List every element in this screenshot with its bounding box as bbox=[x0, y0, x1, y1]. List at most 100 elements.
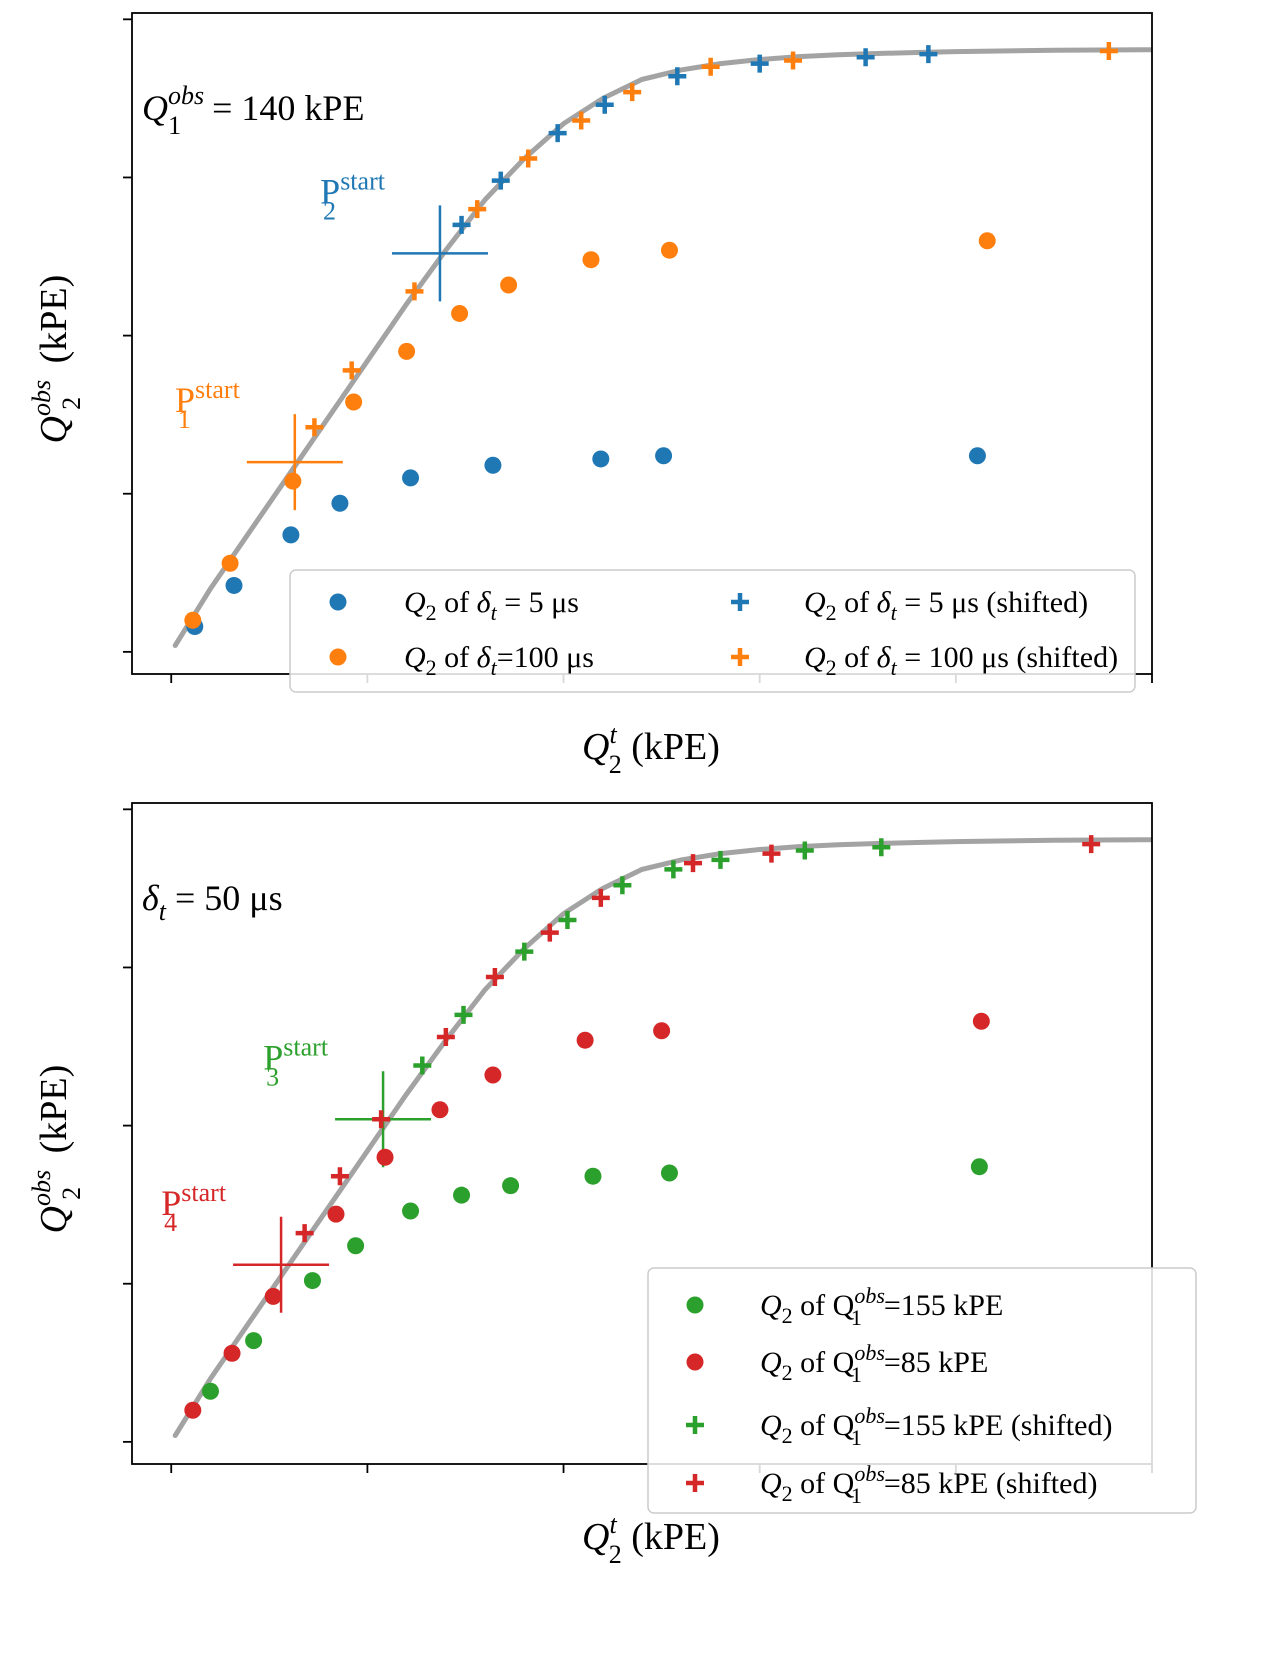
data-point bbox=[540, 923, 559, 942]
data-point bbox=[582, 251, 600, 269]
annotation-rest: = 140 kPE bbox=[203, 88, 364, 128]
start-point-label-sup: start bbox=[195, 375, 241, 404]
start-point-label: Pstart 2 bbox=[320, 166, 386, 225]
start-point-label-main: P bbox=[161, 1183, 181, 1223]
legend-label-part: obs bbox=[854, 1340, 885, 1365]
legend-label-part: 2 bbox=[826, 600, 837, 625]
legend-label: Q2 of Qobs 1 =155 kPE bbox=[760, 1283, 1003, 1330]
data-point bbox=[970, 1158, 988, 1176]
legend-label-part: Q bbox=[760, 1409, 782, 1442]
legend-label-part: obs bbox=[854, 1403, 885, 1428]
data-point bbox=[484, 1066, 502, 1084]
data-point bbox=[919, 45, 938, 64]
data-point bbox=[431, 1101, 449, 1119]
data-point bbox=[595, 95, 614, 114]
legend-label-part: Q bbox=[804, 586, 826, 619]
legend-label-part: = 100 μs (shifted) bbox=[897, 641, 1118, 674]
data-point bbox=[660, 1164, 678, 1182]
legend-label-part: 2 bbox=[782, 1360, 793, 1385]
data-point bbox=[795, 841, 814, 860]
saturation-curve bbox=[172, 47, 1152, 648]
start-point-label: Pstart 3 bbox=[263, 1032, 329, 1091]
data-point bbox=[584, 1167, 602, 1185]
data-point bbox=[972, 1012, 990, 1030]
start-point-label-sub: 3 bbox=[266, 1062, 279, 1091]
y-axis-label-sub: 2 bbox=[57, 397, 86, 410]
legend-label-part: 2 bbox=[782, 1423, 793, 1448]
data-point bbox=[452, 215, 471, 234]
legend-marker bbox=[686, 1474, 704, 1492]
legend-label-part: 2 bbox=[426, 655, 437, 680]
legend-entry: Q2 of δt=100 μs bbox=[329, 641, 594, 680]
legend-label-part: t bbox=[891, 600, 898, 625]
series-1 bbox=[201, 1158, 988, 1400]
legend-label-part: = 5 μs bbox=[497, 586, 579, 619]
data-point bbox=[345, 393, 363, 411]
legend-label-part: =85 kPE (shifted) bbox=[884, 1467, 1098, 1500]
legend-label-part: Q bbox=[804, 641, 826, 674]
data-point bbox=[402, 469, 420, 487]
y-axis-label-rest: (kPE) bbox=[33, 275, 75, 373]
legend-label-part: 2 bbox=[782, 1481, 793, 1506]
start-point: Pstart 4 bbox=[161, 1178, 330, 1313]
data-point bbox=[223, 1344, 241, 1362]
legend-entry: Q2 of Qobs 1 =85 kPE (shifted) bbox=[686, 1461, 1097, 1508]
data-point bbox=[762, 844, 781, 863]
legend-label-part: of bbox=[437, 641, 477, 674]
annotation-sub: t bbox=[159, 897, 167, 926]
data-point bbox=[184, 1401, 202, 1419]
y-axis-label-rest: (kPE) bbox=[33, 1065, 75, 1163]
legend-label: Q2 of δt = 5 μs bbox=[404, 586, 579, 625]
legend-label-part: δ bbox=[477, 586, 492, 619]
data-point bbox=[576, 1031, 594, 1049]
data-point bbox=[502, 1177, 520, 1195]
data-point bbox=[655, 447, 673, 465]
legend-label-part: obs bbox=[854, 1283, 885, 1308]
legend-label-part: =155 kPE bbox=[884, 1289, 1003, 1322]
data-point bbox=[305, 418, 324, 437]
legend-label-part: Q bbox=[760, 1346, 782, 1379]
start-point: Pstart 1 bbox=[175, 375, 343, 511]
data-point bbox=[453, 1186, 471, 1204]
series-4 bbox=[305, 41, 1118, 437]
x-axis-label: Qt 2 (kPE) bbox=[582, 1510, 720, 1569]
data-point bbox=[284, 472, 302, 490]
data-point bbox=[201, 1382, 219, 1400]
x-axis-label-main: Q bbox=[582, 1516, 609, 1558]
x-axis-label: Qt 2 (kPE) bbox=[582, 720, 720, 779]
data-point bbox=[684, 854, 702, 873]
data-point bbox=[592, 450, 610, 468]
start-point-label: Pstart 1 bbox=[175, 375, 241, 434]
y-axis-label-main: Q bbox=[33, 1206, 75, 1233]
data-point bbox=[660, 241, 678, 259]
legend-marker bbox=[731, 593, 749, 611]
x-axis-label-sub: 2 bbox=[609, 750, 622, 779]
start-point-label-sub: 2 bbox=[323, 196, 336, 225]
legend-entry: Q2 of δt = 5 μs bbox=[329, 586, 579, 625]
legend-label-part: of Q bbox=[793, 1467, 855, 1500]
legend-label-part: of bbox=[437, 586, 477, 619]
annotation-sub: 1 bbox=[168, 111, 181, 140]
plot-frame bbox=[131, 802, 1153, 1465]
series-2 bbox=[184, 1012, 990, 1419]
data-point bbox=[613, 876, 632, 895]
data-point bbox=[398, 342, 416, 360]
start-point-label-main: P bbox=[320, 171, 340, 211]
series-3 bbox=[452, 45, 938, 234]
legend-marker bbox=[731, 648, 749, 666]
data-point bbox=[664, 860, 683, 879]
data-point bbox=[519, 149, 538, 168]
legend-marker bbox=[329, 593, 347, 611]
x-axis-label-main: Q bbox=[582, 726, 609, 768]
annotation-main: δ bbox=[142, 878, 160, 918]
legend-label-part: =100 μs bbox=[497, 641, 594, 674]
start-point: Pstart 2 bbox=[320, 166, 488, 302]
saturation-curve bbox=[172, 837, 1152, 1438]
series-4 bbox=[295, 835, 1101, 1243]
data-point bbox=[711, 850, 730, 869]
legend-label-part: Q bbox=[404, 586, 426, 619]
data-point bbox=[784, 51, 803, 70]
data-point bbox=[468, 200, 487, 219]
legend-entry: Q2 of Qobs 1 =85 kPE bbox=[686, 1340, 988, 1387]
